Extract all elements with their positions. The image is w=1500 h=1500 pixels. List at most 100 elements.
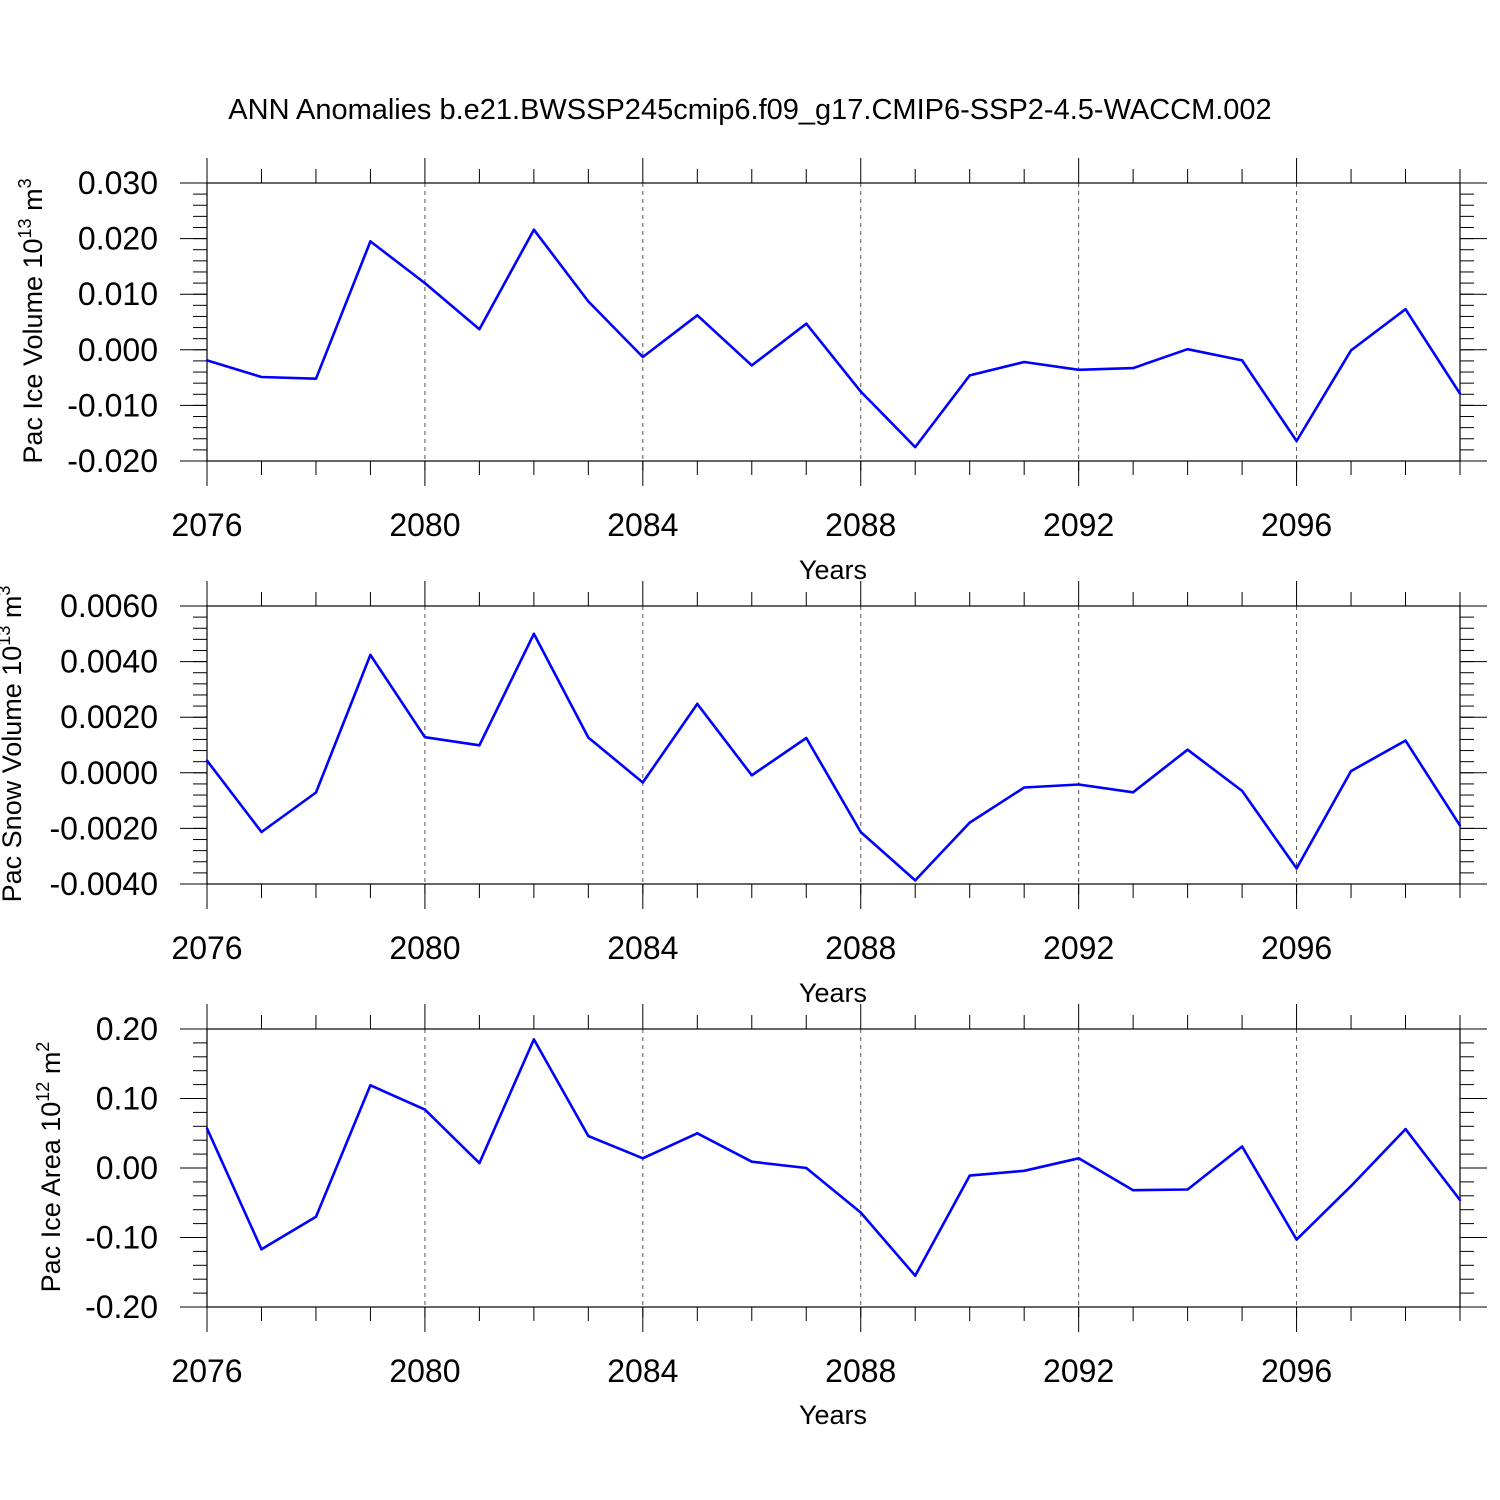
data-point — [914, 879, 917, 882]
x-tick-label: 2076 — [171, 930, 242, 966]
x-tick-label: 2080 — [389, 930, 460, 966]
panel-snow-volume: Pac Snow Volume 1013 m3 Years 2076 2080 20… — [0, 581, 1487, 1008]
series-line — [205, 632, 1462, 882]
plot-frame — [206, 605, 1461, 885]
x-tick-label: 2088 — [825, 1353, 896, 1389]
data-point — [859, 1211, 862, 1214]
y-tick-label: 0.030 — [78, 165, 158, 201]
data-point — [968, 1174, 971, 1177]
series-line — [206, 228, 1462, 449]
x-tick-label: 2088 — [825, 507, 896, 543]
y-tick-label: 0.0060 — [60, 588, 158, 624]
xlabel-snow-volume: Years — [799, 978, 867, 1008]
y-tick-label: -0.010 — [67, 387, 158, 423]
data-point — [1186, 348, 1189, 351]
xlabel-ice-area: Years — [799, 1400, 867, 1430]
data-point — [1240, 1145, 1244, 1148]
data-point — [369, 1084, 372, 1087]
data-point — [205, 359, 209, 362]
y-tick-label: -0.20 — [85, 1289, 158, 1325]
data-point — [641, 781, 645, 784]
data-point — [532, 632, 536, 635]
y-tick-label: 0.0040 — [60, 644, 158, 680]
data-point — [587, 736, 590, 739]
data-point — [369, 240, 372, 243]
data-point — [1077, 368, 1080, 372]
xlabel-ice-volume: Years — [799, 555, 867, 585]
data-point — [260, 830, 263, 834]
x-tick-label: 2084 — [607, 507, 678, 543]
data-point — [1077, 783, 1080, 786]
x-tick-label: 2088 — [825, 930, 896, 966]
x-tick-label: 2084 — [607, 930, 678, 966]
data-point — [914, 1274, 917, 1277]
series-line — [205, 1038, 1462, 1277]
data-point — [587, 300, 590, 303]
data-point — [1404, 308, 1407, 311]
data-point — [968, 374, 971, 377]
data-point — [859, 830, 862, 834]
data-point — [805, 322, 808, 325]
data-point — [696, 1132, 699, 1135]
data-point — [205, 759, 209, 762]
ylabel-snow-volume: Pac Snow Volume 1013 m3 — [0, 586, 27, 903]
data-point — [1404, 1127, 1407, 1131]
panel-ice-area: Pac Ice Area 1012 m2 Years 2076 2080 2084 2… — [33, 1004, 1487, 1430]
data-point — [1295, 867, 1298, 870]
data-point — [1404, 739, 1407, 742]
data-point — [914, 445, 917, 449]
data-point — [1077, 1157, 1080, 1160]
y-tick-label: 0.010 — [78, 276, 158, 312]
data-point — [1295, 439, 1298, 443]
y-tick-label: 0.020 — [78, 221, 158, 257]
y-tick-label: 0.0020 — [60, 699, 158, 735]
data-point — [1131, 366, 1135, 370]
data-point — [478, 1161, 481, 1165]
x-tick-label: 2096 — [1261, 507, 1332, 543]
data-point — [750, 1160, 753, 1163]
data-point — [859, 390, 862, 393]
y-tick-label: -0.0020 — [49, 810, 158, 846]
x-tick-label: 2076 — [171, 507, 242, 543]
data-point — [1240, 789, 1244, 793]
data-point — [205, 1127, 209, 1130]
data-point — [423, 1108, 427, 1111]
x-tick-label: 2092 — [1043, 507, 1114, 543]
data-point — [1458, 824, 1462, 827]
y-tick-label: 0.20 — [96, 1011, 158, 1047]
panel-ice-volume: Pac Ice Volume 1013 m3 Years 2076 2080 208… — [15, 158, 1487, 585]
data-point — [478, 744, 481, 747]
x-tick-label: 2096 — [1261, 1353, 1332, 1389]
y-tick-label: -0.020 — [67, 443, 158, 479]
data-point — [1131, 791, 1135, 794]
data-point — [696, 314, 699, 317]
data-point — [641, 1157, 645, 1160]
chart-title: ANN Anomalies b.e21.BWSSP245cmip6.f09_g1… — [228, 94, 1271, 126]
data-point — [1349, 769, 1353, 773]
y-tick-label: 0.00 — [96, 1150, 158, 1186]
x-tick-label: 2084 — [607, 1353, 678, 1389]
data-point — [1240, 359, 1244, 362]
data-point — [478, 328, 481, 331]
data-point — [314, 791, 318, 794]
plot-frame — [206, 1028, 1461, 1308]
x-tick-label: 2092 — [1043, 1353, 1114, 1389]
data-point — [641, 355, 645, 359]
x-tick-label: 2096 — [1261, 930, 1332, 966]
data-point — [1458, 1198, 1462, 1202]
plot-frame — [206, 182, 1461, 462]
ylabel-ice-volume: Pac Ice Volume 1013 m3 — [15, 178, 48, 463]
data-point — [1349, 1184, 1353, 1188]
data-point — [314, 377, 318, 380]
data-point — [260, 375, 263, 379]
data-point — [423, 281, 427, 285]
x-tick-label: 2080 — [389, 507, 460, 543]
data-point — [805, 736, 808, 740]
data-point — [1022, 786, 1026, 789]
y-tick-label: 0.0000 — [60, 755, 158, 791]
data-point — [1022, 1169, 1026, 1172]
data-point — [1458, 392, 1462, 395]
data-point — [968, 821, 971, 824]
data-point — [1186, 748, 1189, 751]
